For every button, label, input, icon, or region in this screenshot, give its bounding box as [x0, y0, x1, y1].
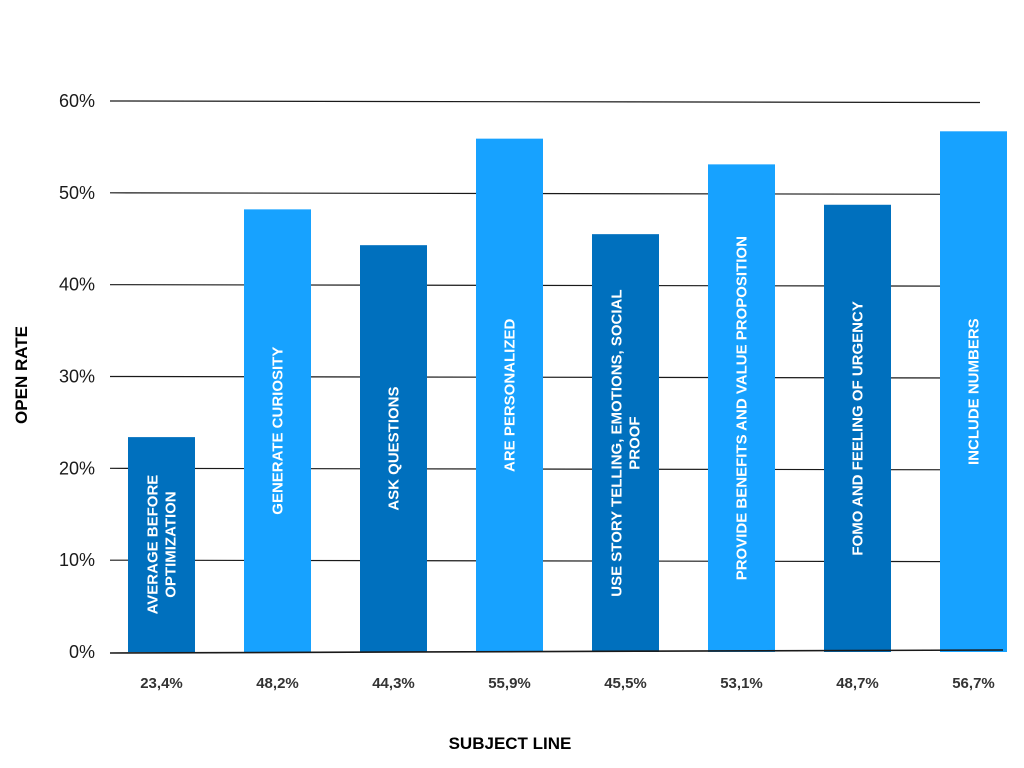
y-tick-label: 40%: [59, 275, 95, 295]
value-label: 48,2%: [256, 675, 299, 692]
value-label: 44,3%: [372, 675, 415, 692]
value-labels: 23,4% 48,2% 44,3% 55,9% 45,5% 53,1% 48,7% 56,7%: [140, 675, 995, 692]
bar-category-label: GENERATE CURIOSITY: [270, 347, 287, 515]
bar-category-label: ARE PERSONALIZED: [502, 318, 519, 472]
bar: [128, 437, 195, 652]
y-tick-label: 10%: [59, 550, 95, 570]
bar: [592, 234, 659, 653]
bar-category-label: USE STORY TELLING, EMOTIONS, SOCIALPROOF: [609, 289, 644, 596]
bar-category-label: AVERAGE BEFOREOPTIMIZATION: [145, 475, 180, 615]
bar: [824, 204, 891, 652]
bar-category-label: FOMO AND FEELING OF URGENCY: [850, 301, 867, 555]
value-label: 48,7%: [836, 675, 879, 692]
y-tick-label: 60%: [59, 91, 95, 111]
bar-category-label: PROVIDE BENEFITS AND VALUE PROPOSITION: [734, 236, 751, 580]
y-tick-label: 30%: [59, 367, 95, 387]
gridline: [109, 192, 981, 195]
value-label: 23,4%: [140, 675, 183, 692]
value-label: 53,1%: [720, 675, 763, 692]
y-axis-title: OPEN RATE: [12, 326, 31, 424]
value-label: 55,9%: [488, 675, 531, 692]
value-label: 45,5%: [604, 675, 647, 692]
bar: [940, 131, 1007, 652]
bar: [476, 138, 543, 652]
value-label: 56,7%: [952, 675, 995, 692]
y-tick-label: 50%: [59, 183, 95, 203]
bar-labels: AVERAGE BEFOREOPTIMIZATION GENERATE CURIO…: [145, 236, 983, 614]
x-axis-baseline: [109, 649, 1004, 654]
bar-category-label: INCLUDE NUMBERS: [966, 318, 983, 465]
bar: [244, 209, 311, 652]
bars: [128, 131, 1007, 653]
bar: [708, 164, 775, 653]
x-axis-title: SUBJECT LINE: [449, 734, 572, 753]
y-axis-ticks: 0% 10% 20% 30% 40% 50% 60%: [59, 91, 95, 662]
bar-category-label: ASK QUESTIONS: [386, 386, 403, 510]
y-tick-label: 20%: [59, 458, 95, 478]
bar: [360, 245, 427, 652]
gridline: [109, 100, 981, 104]
y-tick-label: 0%: [69, 642, 95, 662]
